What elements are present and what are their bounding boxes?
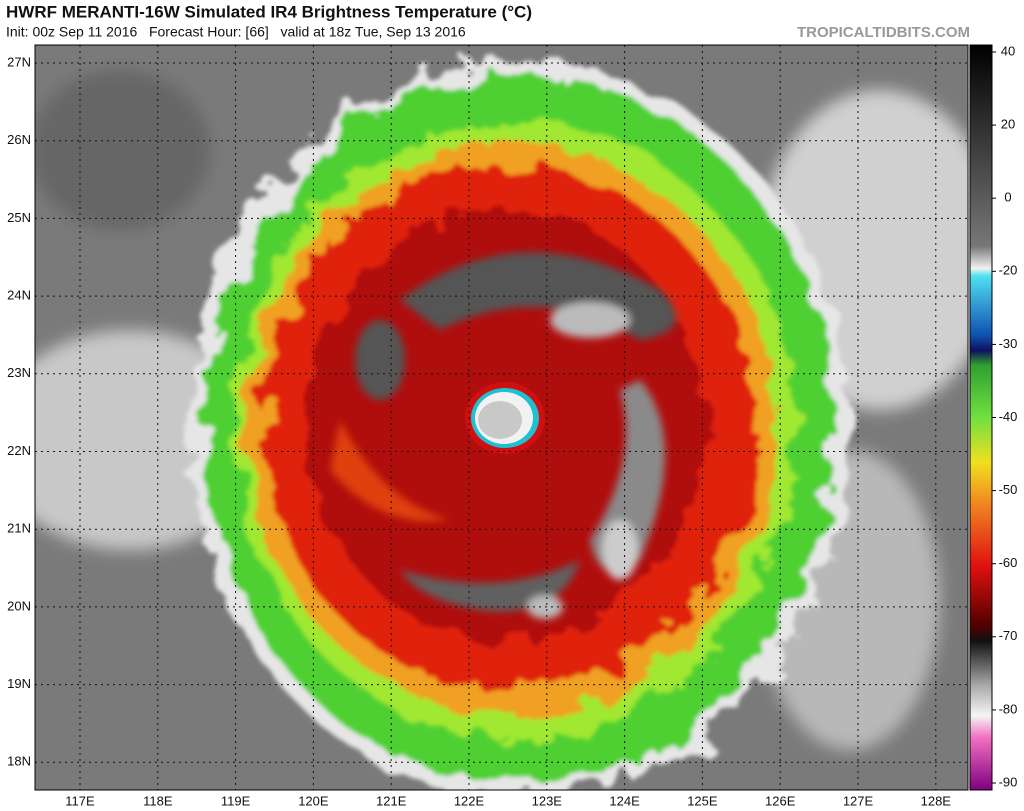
colorbar-label: -70 bbox=[999, 628, 1018, 643]
colorbar-label: -60 bbox=[999, 555, 1018, 570]
lat-label: 20N bbox=[7, 598, 31, 613]
subtitle: Init: 00z Sep 11 2016 Forecast Hour: [66… bbox=[6, 24, 466, 40]
colorbar-label: -80 bbox=[999, 701, 1018, 716]
lon-label: 117E bbox=[65, 793, 95, 808]
lat-label: 24N bbox=[7, 288, 31, 303]
lat-label: 18N bbox=[7, 754, 31, 769]
lon-label: 128E bbox=[921, 793, 952, 808]
lon-label: 122E bbox=[454, 793, 485, 808]
lon-label: 127E bbox=[843, 793, 874, 808]
lon-label: 126E bbox=[765, 793, 796, 808]
lat-label: 26N bbox=[7, 132, 31, 147]
lat-label: 22N bbox=[7, 443, 31, 458]
title: HWRF MERANTI-16W Simulated IR4 Brightnes… bbox=[6, 2, 532, 21]
lat-label: 23N bbox=[7, 365, 31, 380]
colorbar-label: 0 bbox=[1004, 190, 1011, 205]
lat-lon-grid bbox=[35, 45, 968, 790]
colorbar-label: -20 bbox=[999, 263, 1018, 278]
lon-label: 119E bbox=[221, 793, 251, 808]
colorbar-label: -40 bbox=[999, 409, 1018, 424]
lat-label: 19N bbox=[7, 676, 31, 691]
map-frame bbox=[34, 44, 969, 791]
lon-label: 125E bbox=[687, 793, 718, 808]
lat-label: 21N bbox=[7, 521, 31, 536]
colorbar-label: -90 bbox=[999, 774, 1018, 789]
lon-label: 120E bbox=[298, 793, 329, 808]
colorbar-label: -50 bbox=[999, 482, 1018, 497]
lon-label: 121E bbox=[376, 793, 407, 808]
credit: TROPICALTIDBITS.COM bbox=[797, 24, 970, 41]
satellite-image bbox=[35, 45, 968, 790]
lat-label: 25N bbox=[7, 210, 31, 225]
lon-label: 124E bbox=[609, 793, 640, 808]
colorbar-label: -30 bbox=[999, 336, 1018, 351]
lon-label: 123E bbox=[532, 793, 563, 808]
lat-label: 27N bbox=[7, 54, 31, 69]
colorbar-label: 20 bbox=[1001, 117, 1015, 132]
colorbar-label: 40 bbox=[1001, 43, 1015, 58]
lon-label: 118E bbox=[143, 793, 173, 808]
colorbar bbox=[969, 44, 993, 791]
